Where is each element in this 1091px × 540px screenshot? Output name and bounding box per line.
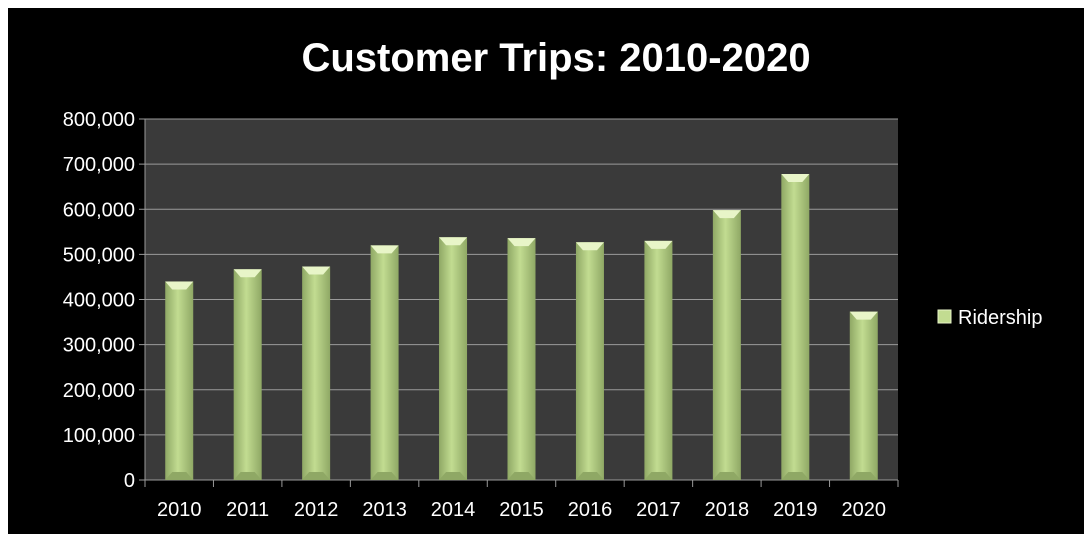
- bar-cap: [302, 266, 331, 275]
- x-tick-label: 2013: [362, 499, 407, 521]
- chart-title: Customer Trips: 2010-2020: [301, 36, 810, 80]
- bar-body: [165, 281, 194, 480]
- bar-body: [439, 237, 468, 480]
- bar-2011: [233, 269, 262, 480]
- y-tick-label: 500,000: [63, 244, 135, 266]
- bar-cap: [781, 174, 810, 183]
- bar-cap: [439, 237, 468, 246]
- x-tick-label: 2010: [157, 499, 202, 521]
- bar-cap: [712, 210, 741, 219]
- y-tick-label: 600,000: [63, 199, 135, 221]
- y-tick-label: 700,000: [63, 154, 135, 176]
- bar-base: [233, 472, 262, 480]
- bar-cap: [644, 240, 673, 249]
- bar-body: [302, 266, 331, 480]
- bar-2015: [507, 238, 536, 480]
- bar-2020: [849, 311, 878, 480]
- legend: Ridership: [937, 307, 1042, 329]
- x-tick-label: 2019: [773, 499, 818, 521]
- bar-2013: [370, 245, 399, 480]
- bar-base: [781, 472, 810, 480]
- bar-body: [781, 174, 810, 481]
- bar-base: [439, 472, 468, 480]
- bar-base: [849, 472, 878, 480]
- bar-cap: [233, 269, 262, 278]
- bar-base: [644, 472, 673, 480]
- x-tick-label: 2020: [842, 499, 887, 521]
- bar-2018: [712, 210, 741, 480]
- bars: [165, 174, 878, 481]
- bar-base: [507, 472, 536, 480]
- x-tick-label: 2017: [636, 499, 681, 521]
- bar-base: [302, 472, 331, 480]
- y-tick-label: 100,000: [63, 425, 135, 447]
- bar-2019: [781, 174, 810, 481]
- y-tick-label: 800,000: [63, 109, 135, 131]
- bar-body: [849, 311, 878, 480]
- bar-base: [370, 472, 399, 480]
- x-tick-label: 2016: [568, 499, 613, 521]
- legend-label-ridership: Ridership: [958, 307, 1042, 329]
- bar-body: [507, 238, 536, 480]
- bar-2014: [439, 237, 468, 480]
- bar-body: [712, 210, 741, 480]
- y-tick-label: 300,000: [63, 335, 135, 357]
- bar-2017: [644, 240, 673, 480]
- bar-cap: [165, 281, 194, 290]
- bar-cap: [507, 238, 536, 247]
- bar-chart: 0 100,000 200,000 300,000 400,000 500,000 600,…: [63, 36, 1043, 521]
- bar-2012: [302, 266, 331, 480]
- bar-2010: [165, 281, 194, 480]
- x-tick-label: 2018: [705, 499, 750, 521]
- chart-container: 0 100,000 200,000 300,000 400,000 500,000 600,…: [8, 8, 1084, 534]
- legend-swatch-ridership: [937, 309, 952, 324]
- x-tick-label: 2015: [499, 499, 544, 521]
- bar-body: [233, 269, 262, 480]
- bar-body: [370, 245, 399, 480]
- bar-base: [575, 472, 604, 480]
- bar-cap: [575, 242, 604, 251]
- bar-body: [644, 240, 673, 480]
- bar-2016: [575, 242, 604, 480]
- bar-base: [712, 472, 741, 480]
- x-tick-label: 2011: [226, 499, 269, 521]
- bar-base: [165, 472, 194, 480]
- y-tick-label: 200,000: [63, 380, 135, 402]
- y-tick-label: 400,000: [63, 290, 135, 312]
- y-tick-label: 0: [124, 470, 135, 492]
- tick-labels: 0 100,000 200,000 300,000 400,000 500,000 600,…: [63, 109, 886, 521]
- x-tick-label: 2012: [294, 499, 339, 521]
- bar-cap: [370, 245, 399, 254]
- x-tick-label: 2014: [431, 499, 476, 521]
- bar-cap: [849, 311, 878, 320]
- bar-body: [575, 242, 604, 480]
